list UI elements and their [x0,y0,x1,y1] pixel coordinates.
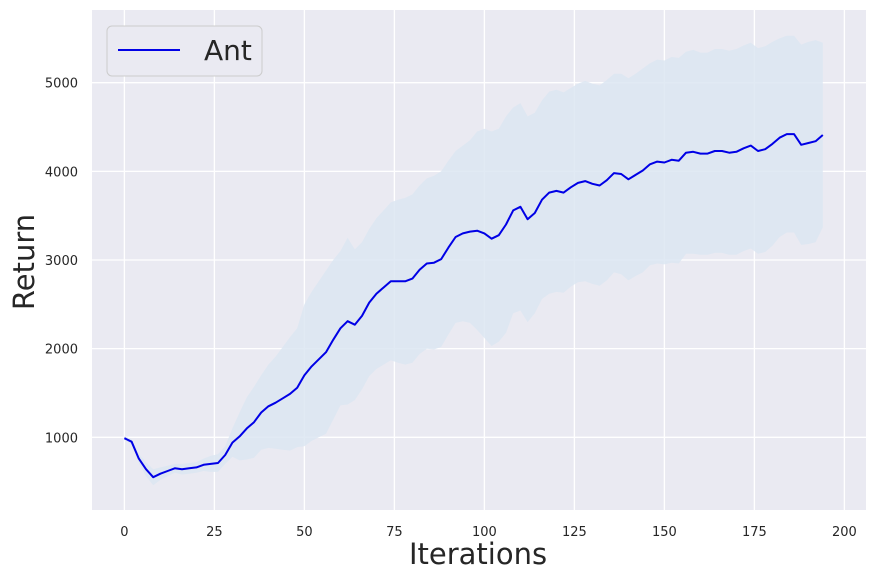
y-tick-label: 1000 [45,431,78,446]
x-tick-label: 200 [832,525,857,540]
x-tick-label: 50 [296,525,313,540]
y-axis-label: Return [7,214,41,310]
x-tick-label: 25 [206,525,223,540]
x-axis-label: Iterations [409,537,547,571]
legend-box [106,25,263,77]
legend-label-ant: Ant [204,34,252,67]
y-tick-label: 5000 [45,77,78,92]
y-tick-label: 2000 [45,343,78,358]
series-line-ant [123,133,824,479]
y-tick-labels: 1000 2000 3000 4000 5000 [45,77,78,447]
x-tick-label: 175 [742,525,767,540]
y-tick-label: 3000 [45,254,78,269]
x-tick-label: 0 [120,525,128,540]
y-tick-label: 4000 [45,165,78,180]
legend: Ant [106,25,263,77]
x-tick-label: 125 [562,525,587,540]
x-tick-label: 150 [652,525,677,540]
x-tick-label: 100 [472,525,497,540]
x-tick-label: 75 [386,525,403,540]
series-band-ant [124,35,823,486]
x-tick-labels: 0 25 50 75 100 125 150 175 200 [120,525,857,540]
